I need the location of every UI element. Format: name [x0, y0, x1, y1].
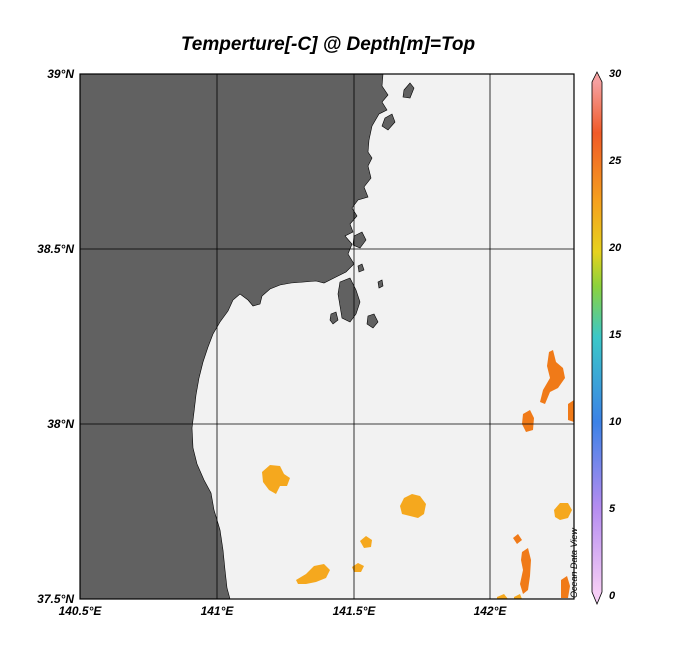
lat-label-39: 39°N	[47, 67, 74, 81]
colorbar-label: 15	[609, 329, 621, 341]
lon-label-141-5: 141.5°E	[333, 604, 376, 618]
colorbar-ramp	[592, 82, 602, 592]
colorbar-label: 20	[609, 242, 621, 254]
ocean-data-view-credit: Ocean Data View	[569, 528, 579, 598]
colorbar	[592, 72, 602, 604]
colorbar-label: 5	[609, 503, 615, 515]
colorbar-label: 30	[609, 68, 621, 80]
lon-label-141: 141°E	[201, 604, 234, 618]
colorbar-top-cap	[592, 72, 602, 82]
colorbar-bottom-cap	[592, 592, 602, 604]
colorbar-label: 10	[609, 416, 621, 428]
lat-label-38: 38°N	[47, 417, 74, 431]
colorbar-label: 25	[609, 155, 621, 167]
lon-label-140-5: 140.5°E	[59, 604, 102, 618]
lon-label-142: 142°E	[474, 604, 507, 618]
colorbar-label: 0	[609, 590, 615, 602]
lat-label-38-5: 38.5°N	[37, 242, 74, 256]
